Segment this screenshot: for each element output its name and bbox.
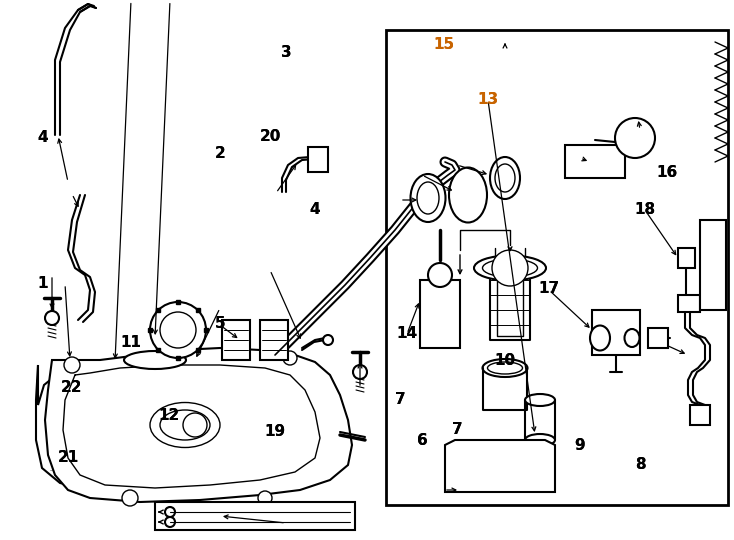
Circle shape <box>150 302 206 358</box>
Text: 8: 8 <box>635 457 645 472</box>
Text: 9: 9 <box>575 438 585 453</box>
Polygon shape <box>155 502 355 530</box>
Text: 20: 20 <box>259 129 281 144</box>
Text: 4: 4 <box>309 202 319 217</box>
Text: 5: 5 <box>215 316 225 332</box>
Ellipse shape <box>495 164 515 192</box>
Polygon shape <box>445 440 555 492</box>
Text: 10: 10 <box>495 353 515 368</box>
Polygon shape <box>45 348 352 502</box>
Text: 14: 14 <box>397 326 418 341</box>
Text: 1: 1 <box>37 276 48 291</box>
Polygon shape <box>420 280 460 348</box>
Ellipse shape <box>160 410 210 440</box>
Text: 11: 11 <box>120 335 141 350</box>
Text: 3: 3 <box>281 45 291 60</box>
Text: 16: 16 <box>656 165 677 180</box>
Text: 17: 17 <box>539 281 559 296</box>
Text: 8: 8 <box>635 457 645 472</box>
Polygon shape <box>222 320 250 360</box>
Text: 12: 12 <box>159 408 179 423</box>
Circle shape <box>492 250 528 286</box>
Circle shape <box>160 312 196 348</box>
Polygon shape <box>565 145 625 178</box>
Ellipse shape <box>150 402 220 448</box>
Text: 11: 11 <box>120 335 141 350</box>
Polygon shape <box>386 30 728 505</box>
Circle shape <box>45 311 59 325</box>
Ellipse shape <box>487 362 523 374</box>
Text: 20: 20 <box>259 129 281 144</box>
Text: 7: 7 <box>395 392 405 407</box>
Text: 6: 6 <box>417 433 427 448</box>
Text: 18: 18 <box>634 202 655 217</box>
Text: 5: 5 <box>215 316 225 332</box>
Circle shape <box>122 490 138 506</box>
Ellipse shape <box>417 182 439 214</box>
Ellipse shape <box>410 174 446 222</box>
Circle shape <box>183 413 207 437</box>
Text: 10: 10 <box>495 353 515 368</box>
Text: 4: 4 <box>309 202 319 217</box>
Text: 6: 6 <box>417 433 427 448</box>
Circle shape <box>258 491 272 505</box>
Text: 7: 7 <box>452 422 462 437</box>
Ellipse shape <box>490 157 520 199</box>
Circle shape <box>353 365 367 379</box>
Text: 16: 16 <box>656 165 677 180</box>
Circle shape <box>323 335 333 345</box>
Circle shape <box>64 357 80 373</box>
Text: 12: 12 <box>159 408 179 423</box>
Text: 13: 13 <box>478 92 498 107</box>
Circle shape <box>428 263 452 287</box>
Text: 7: 7 <box>395 392 405 407</box>
Text: 19: 19 <box>265 424 286 440</box>
Polygon shape <box>36 355 342 495</box>
Text: 4: 4 <box>37 130 48 145</box>
Polygon shape <box>260 320 288 360</box>
Circle shape <box>283 351 297 365</box>
Polygon shape <box>648 328 668 348</box>
Text: 13: 13 <box>478 92 498 107</box>
Text: 2: 2 <box>215 146 225 161</box>
Text: 22: 22 <box>61 380 83 395</box>
Text: 22: 22 <box>61 380 83 395</box>
Circle shape <box>165 507 175 517</box>
Text: 9: 9 <box>575 438 585 453</box>
Text: 18: 18 <box>634 202 655 217</box>
Ellipse shape <box>525 394 555 406</box>
Ellipse shape <box>449 167 487 222</box>
Polygon shape <box>678 295 700 312</box>
Ellipse shape <box>124 351 186 369</box>
Polygon shape <box>308 147 328 172</box>
Text: 21: 21 <box>58 450 79 465</box>
Text: 3: 3 <box>281 45 291 60</box>
Text: 2: 2 <box>215 146 225 161</box>
Ellipse shape <box>625 329 639 347</box>
Ellipse shape <box>482 259 537 277</box>
Ellipse shape <box>482 359 528 377</box>
Ellipse shape <box>474 255 546 280</box>
Text: 15: 15 <box>434 37 454 52</box>
Circle shape <box>165 517 175 527</box>
Text: 14: 14 <box>397 326 418 341</box>
Polygon shape <box>592 310 640 355</box>
Text: 1: 1 <box>37 276 48 291</box>
Text: 17: 17 <box>539 281 559 296</box>
Text: 4: 4 <box>37 130 48 145</box>
Polygon shape <box>690 405 710 425</box>
Text: 21: 21 <box>58 450 79 465</box>
Ellipse shape <box>590 326 610 350</box>
Text: 7: 7 <box>452 422 462 437</box>
Polygon shape <box>700 220 726 310</box>
Text: 15: 15 <box>434 37 454 52</box>
Text: 19: 19 <box>265 424 286 440</box>
Circle shape <box>615 118 655 158</box>
Polygon shape <box>678 248 695 268</box>
Ellipse shape <box>525 434 555 446</box>
